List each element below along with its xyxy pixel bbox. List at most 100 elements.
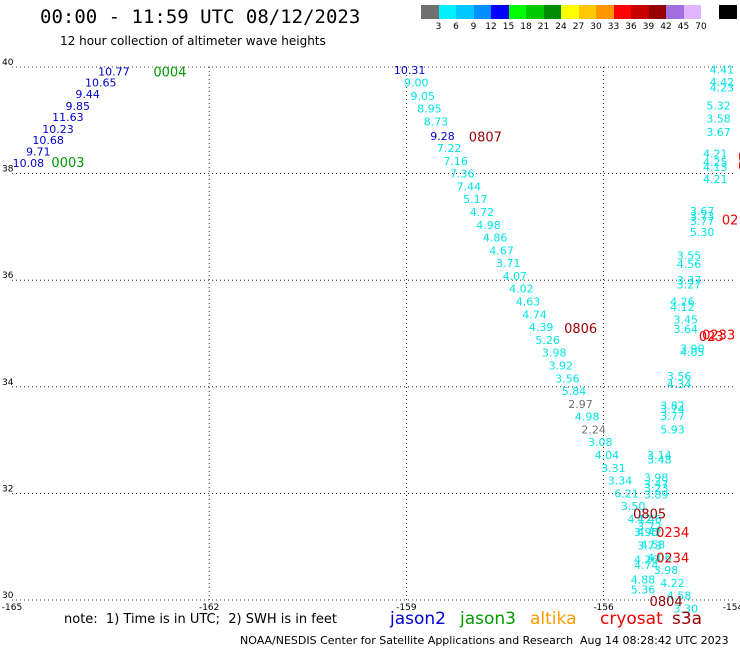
pass-time-label: 02 — [722, 213, 739, 228]
wave-height-point: 3.73 — [637, 540, 662, 553]
wave-height-point: 9.05 — [411, 90, 436, 103]
satellite-legend-s3a: s3a — [672, 609, 703, 629]
y-tick-label: 36 — [2, 271, 14, 281]
wave-height-point: 5.17 — [463, 193, 488, 206]
colorbar-tick-label: 36 — [625, 22, 637, 32]
colorbar-swatch — [456, 5, 474, 19]
wave-height-point: 5.32 — [706, 99, 731, 112]
wave-height-point: 3.34 — [608, 475, 633, 488]
wave-height-point: 11.63 — [52, 111, 84, 124]
wave-height-point: 4.72 — [470, 206, 495, 219]
colorbar-tick-label: 30 — [590, 22, 602, 32]
wave-height-point: 4.21 — [703, 173, 728, 186]
x-tick-label: -156 — [593, 603, 614, 613]
colorbar-swatch — [648, 5, 667, 19]
wave-height-point: 4.98 — [575, 411, 600, 424]
wave-height-point: 3.98 — [644, 471, 669, 484]
wave-height-point: 4.74 — [634, 559, 659, 572]
colorbar-tick-label: 9 — [470, 22, 477, 32]
wave-height-point: 2.24 — [581, 423, 606, 436]
wave-height-point: 4.58 — [667, 590, 692, 603]
credit-text: NOAA/NESDIS Center for Satellite Applica… — [240, 634, 574, 647]
wave-height-point: 3.31 — [601, 462, 626, 475]
wave-height-point: 3.72 — [637, 520, 662, 533]
wave-height-point: 3.90 — [680, 342, 705, 355]
colorbar-tick-label: 45 — [677, 22, 690, 32]
colorbar-swatch — [561, 5, 579, 19]
colorbar-swatch — [421, 5, 439, 19]
wave-height-point: 3.37 — [677, 274, 702, 287]
wave-height-point: 4.02 — [509, 283, 534, 296]
wave-height-point: 9.85 — [65, 100, 90, 113]
wave-height-point: 4.67 — [489, 244, 514, 257]
wave-height-point: 4.46 — [637, 513, 662, 526]
colorbar-swatch — [683, 5, 702, 19]
pass-time-label: 0003 — [51, 156, 84, 171]
wave-height-point: 3.74 — [660, 403, 685, 416]
generation-timestamp: Aug 14 08:28:42 UTC 2023 — [580, 634, 729, 647]
wave-height-point: 10.68 — [32, 134, 64, 147]
colorbar-tick-label: 18 — [520, 22, 532, 32]
colorbar-swatch — [701, 5, 719, 19]
wave-height-point: 4.42 — [637, 526, 662, 539]
wave-height-point: 4.04 — [595, 449, 620, 462]
wave-height-point: 3.67 — [706, 126, 731, 139]
colorbar-swatch — [473, 5, 492, 19]
x-tick-label: -159 — [396, 603, 417, 613]
colorbar-swatch — [491, 5, 509, 19]
y-tick-label: 40 — [2, 58, 14, 68]
colorbar-swatch — [508, 5, 527, 19]
pass-time-label: 0807 — [469, 130, 502, 145]
colorbar-tick-label: 27 — [572, 22, 585, 32]
colorbar-swatch — [613, 5, 632, 19]
wave-height-point: 4.05 — [680, 346, 705, 359]
pass-time-label: 0804 — [650, 595, 683, 610]
y-tick-label: 38 — [2, 165, 14, 175]
wave-height-point: 3.08 — [588, 436, 613, 449]
colorbar-swatch — [543, 5, 562, 19]
wave-height-point: 10.23 — [42, 123, 74, 136]
wave-height-point: 3.77 — [660, 410, 685, 423]
pass-time-label: 0806 — [564, 322, 597, 337]
pass-time-label: 0234 — [656, 526, 689, 541]
wave-height-point: 4.63 — [516, 296, 541, 309]
wave-height-point: 3.95 — [634, 526, 659, 539]
pass-time-label: 0805 — [633, 508, 666, 523]
wave-height-point: 5.26 — [535, 334, 560, 347]
pass-time-label: 0 — [738, 160, 740, 175]
wave-height-point: 5.36 — [631, 583, 656, 596]
wave-height-point: 3.73 — [690, 210, 715, 223]
colorbar-swatch — [526, 5, 544, 19]
wave-height-point: 3.23 — [644, 482, 669, 495]
satellite-legend-jason3: jason3 — [460, 609, 516, 629]
wave-height-point: 3.48 — [647, 453, 672, 466]
wave-height-point: 4.58 — [641, 539, 666, 552]
chart-title: 00:00 - 11:59 UTC 08/12/2023 — [40, 6, 361, 28]
y-tick-label: 34 — [2, 378, 14, 388]
pass-time-label: 0 — [738, 151, 740, 166]
colorbar-swatch — [631, 5, 649, 19]
wave-height-point: 4.98 — [476, 219, 501, 232]
wave-height-point: 10.08 — [13, 157, 45, 170]
wave-height-point: 9.44 — [75, 88, 100, 101]
wave-height-point: 6.21 — [614, 487, 639, 500]
colorbar-swatch — [718, 5, 737, 19]
wave-height-point: 4.34 — [667, 378, 692, 391]
wave-height-point: 4.39 — [529, 321, 554, 334]
wave-height-point: 4.06 — [647, 551, 672, 564]
y-tick-label: 32 — [2, 484, 13, 494]
colorbar-tick-label: 6 — [453, 22, 459, 32]
wave-height-point: 9.71 — [26, 146, 51, 159]
wave-height-point: 3.27 — [677, 278, 702, 291]
pass-time-label: 023 — [699, 330, 724, 345]
wave-height-point: 3.92 — [549, 359, 574, 372]
wave-height-point: 7.36 — [450, 168, 475, 181]
grid-lines — [12, 66, 735, 601]
wave-height-point: 3.67 — [690, 205, 715, 218]
wave-height-point: 4.26 — [670, 296, 695, 309]
wave-height-point: 10.77 — [98, 65, 130, 78]
wave-height-point: 10.31 — [394, 64, 426, 77]
wave-height-point: 9.28 — [430, 130, 455, 143]
colorbar-tick-label: 21 — [537, 22, 550, 32]
